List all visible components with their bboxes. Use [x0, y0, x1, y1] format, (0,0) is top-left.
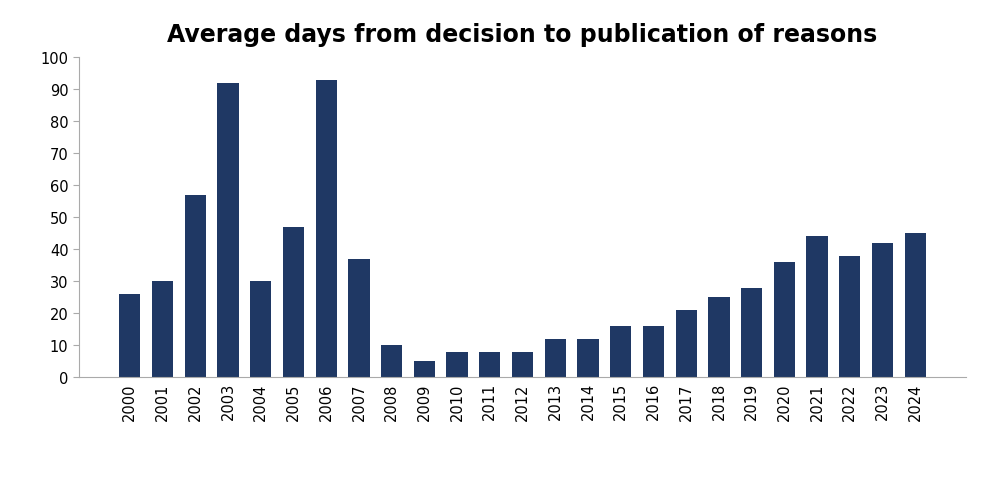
Bar	[283, 227, 304, 378]
Bar	[119, 294, 140, 378]
Bar	[184, 196, 206, 378]
Bar	[348, 259, 370, 378]
Bar	[643, 326, 665, 378]
Bar	[414, 362, 435, 378]
Title: Average days from decision to publication of reasons: Average days from decision to publicatio…	[168, 22, 878, 46]
Bar	[807, 237, 828, 378]
Bar	[839, 256, 861, 378]
Bar	[544, 339, 566, 378]
Bar	[774, 262, 795, 378]
Bar	[872, 243, 893, 378]
Bar	[741, 288, 762, 378]
Bar	[479, 352, 501, 378]
Bar	[512, 352, 533, 378]
Bar	[381, 346, 402, 378]
Bar	[578, 339, 599, 378]
Bar	[447, 352, 467, 378]
Bar	[316, 80, 337, 378]
Bar	[708, 298, 730, 378]
Bar	[250, 282, 271, 378]
Bar	[152, 282, 174, 378]
Bar	[675, 310, 697, 378]
Bar	[905, 234, 926, 378]
Bar	[610, 326, 631, 378]
Bar	[217, 84, 239, 378]
